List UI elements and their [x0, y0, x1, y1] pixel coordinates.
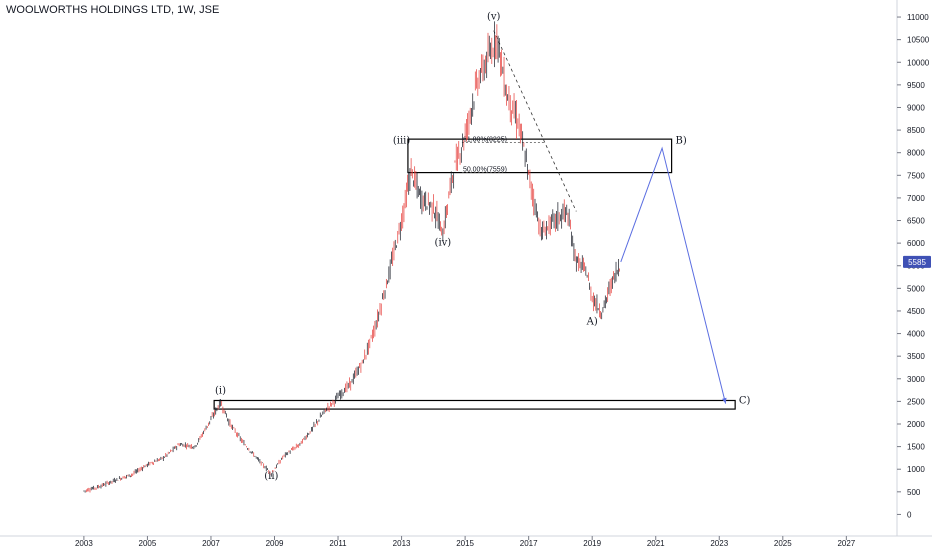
price-tick-label: 8000 [907, 149, 925, 158]
price-tick-label: 7000 [907, 194, 925, 203]
time-tick-label: 2003 [75, 539, 93, 548]
time-tick-label: 2019 [583, 539, 601, 548]
price-tick-label: 5000 [907, 284, 925, 293]
price-tick-label: 4000 [907, 330, 925, 339]
price-tick-label: 3500 [907, 352, 925, 361]
price-tick-label: 10000 [907, 58, 930, 67]
time-tick-label: 2015 [456, 539, 474, 548]
price-tick-label: 2000 [907, 420, 925, 429]
fib-level-label: 61.80%(8225) [463, 137, 507, 144]
price-tick-label: 9000 [907, 103, 925, 112]
time-tick-label: 2011 [329, 539, 347, 548]
price-tick-label: 1000 [907, 465, 925, 474]
target-zone-box[interactable] [213, 399, 736, 410]
price-tick-label: 7500 [907, 171, 925, 180]
price-tick-label: 9500 [907, 81, 925, 90]
price-tick-label: 6500 [907, 217, 925, 226]
time-tick-label: 2017 [520, 539, 538, 548]
time-tick-label: 2023 [710, 539, 728, 548]
chart-title: WOOLWORTHS HOLDINGS LTD, 1W, JSE [6, 4, 220, 16]
price-tick-label: 0 [907, 510, 912, 519]
target-zone-box[interactable] [407, 138, 673, 174]
projection-arrowhead [722, 397, 727, 404]
time-tick-label: 2009 [266, 539, 284, 548]
wave-label: (ii) [264, 471, 278, 482]
wave-label: B) [676, 136, 687, 147]
time-tick-label: 2005 [139, 539, 157, 548]
wave-label: (iii) [393, 136, 410, 147]
time-tick-label: 2025 [774, 539, 792, 548]
price-tick-label: 10500 [907, 36, 930, 45]
wave-label: (i) [215, 385, 226, 396]
price-tick-label: 1500 [907, 443, 925, 452]
price-tick-label: 2500 [907, 397, 925, 406]
wave-label: (iv) [435, 237, 452, 248]
price-tick-label: 8500 [907, 126, 925, 135]
fib-trend-line[interactable] [493, 30, 577, 212]
wave-label: (v) [487, 11, 501, 22]
projection-path[interactable] [620, 146, 727, 404]
time-tick-label: 2021 [647, 539, 665, 548]
time-tick-label: 2007 [202, 539, 220, 548]
time-tick-label: 2027 [837, 539, 855, 548]
price-tick-label: 6000 [907, 239, 925, 248]
price-tick-label: 3000 [907, 375, 925, 384]
price-tick-label: 4500 [907, 307, 925, 316]
last-price-tag [903, 255, 931, 268]
price-tick-label: 11000 [907, 13, 929, 22]
wave-label: A) [586, 317, 598, 328]
last-price-label: 5585 [908, 258, 926, 267]
price-series [83, 21, 620, 493]
wave-label: C) [739, 396, 751, 407]
time-tick-label: 2013 [393, 539, 411, 548]
fib-level-label: 50.00%(7559) [463, 167, 507, 174]
price-tick-label: 500 [907, 488, 921, 497]
